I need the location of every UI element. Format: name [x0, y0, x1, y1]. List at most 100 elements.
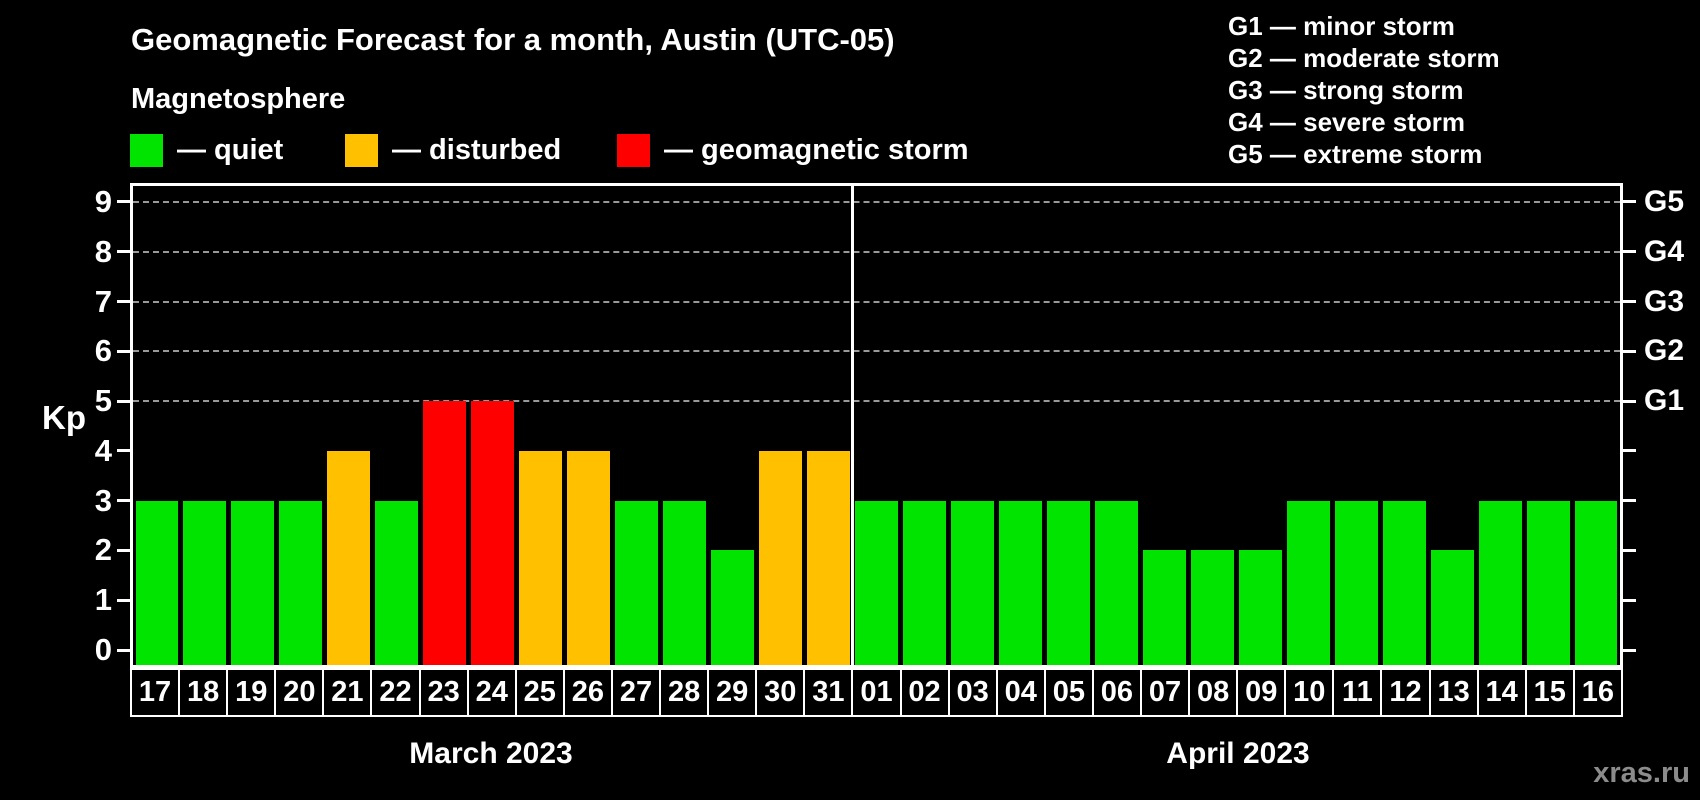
date-cell-april-14: 14 [1478, 668, 1527, 717]
y-axis-tick-right-7 [1623, 300, 1636, 304]
kp-bar-march-22 [375, 500, 419, 665]
y-axis-tick-left-7 [117, 300, 130, 304]
g-axis-label-G4: G4 [1644, 234, 1685, 268]
y-axis-label-9: 9 [94, 183, 112, 219]
date-cell-march-17: 17 [130, 668, 181, 717]
y-axis-tick-right-4 [1623, 449, 1636, 453]
y-axis-tick-left-5 [117, 399, 130, 403]
y-axis-tick-right-5 [1623, 399, 1636, 403]
kp-bar-april-07 [1142, 550, 1186, 665]
kp-bar-march-17 [135, 500, 179, 665]
kp-bar-april-02 [902, 500, 946, 665]
kp-bar-april-05 [1046, 500, 1090, 665]
g-scale-legend-line-4: G4 — severe storm [1228, 107, 1466, 137]
month-label-april: April 2023 [1166, 737, 1310, 770]
g-scale-legend-line-2: G2 — moderate storm [1228, 43, 1500, 73]
kp-bar-april-06 [1094, 500, 1138, 665]
y-axis-tick-right-9 [1623, 200, 1636, 204]
kp-bar-march-24 [471, 401, 515, 665]
kp-bar-april-04 [998, 500, 1042, 665]
g-axis-label-G2: G2 [1644, 334, 1685, 368]
g-scale-legend: G1 — minor storm G2 — moderate storm G3 — … [1228, 10, 1500, 170]
y-axis-tick-left-9 [117, 200, 130, 204]
y-axis-tick-left-0 [117, 648, 130, 652]
date-cell-march-26: 26 [564, 668, 613, 717]
y-axis-label-6: 6 [94, 333, 112, 369]
y-axis-tick-right-1 [1623, 598, 1636, 602]
date-cell-march-23: 23 [420, 668, 469, 717]
chart-title: Geomagnetic Forecast for a month, Austin… [131, 22, 895, 57]
y-axis-label-7: 7 [94, 283, 112, 319]
date-cell-april-12: 12 [1382, 668, 1431, 717]
y-axis-tick-left-3 [117, 499, 130, 503]
kp-bar-april-12 [1382, 500, 1426, 665]
y-axis-tick-left-6 [117, 349, 130, 353]
kp-bar-march-31 [807, 450, 850, 665]
kp-bar-april-01 [855, 500, 898, 665]
date-cell-april-13: 13 [1430, 668, 1479, 717]
y-axis-tick-right-0 [1623, 648, 1636, 652]
gridline-kp-5 [133, 400, 1620, 403]
legend-item-storm: — geomagnetic storm [617, 134, 969, 167]
month-separator-line [851, 186, 855, 665]
date-cell-march-29: 29 [709, 668, 758, 717]
gridline-kp-9 [133, 200, 1620, 203]
legend-label-quiet: — quiet [177, 134, 284, 166]
kp-bar-march-30 [759, 450, 803, 665]
legend-title: Magnetosphere [131, 83, 346, 115]
date-cell-march-20: 20 [276, 668, 325, 717]
plot-area [130, 183, 1623, 668]
kp-bar-april-15 [1526, 500, 1570, 665]
date-cell-april-09: 09 [1238, 668, 1287, 717]
legend-label-disturbed: — disturbed [392, 134, 562, 166]
y-axis-tick-right-8 [1623, 250, 1636, 254]
date-cell-april-07: 07 [1141, 668, 1191, 717]
date-row: 17 18 19 20 21 22 23 24 25 26 27 28 29 30 31 01 02 03 04 05… [130, 668, 1623, 717]
y-axis-label-8: 8 [94, 233, 112, 269]
kp-bar-april-08 [1190, 550, 1234, 665]
date-cell-april-06: 06 [1093, 668, 1142, 717]
kp-bar-march-20 [279, 500, 323, 665]
kp-bar-march-25 [519, 450, 563, 665]
legend-item-quiet: — quiet [130, 134, 283, 167]
legend-label-storm: — geomagnetic storm [664, 134, 969, 166]
kp-bar-march-23 [423, 401, 467, 665]
kp-bar-april-16 [1574, 500, 1618, 665]
legend-swatch-disturbed [345, 134, 378, 167]
date-cell-march-30: 30 [757, 668, 806, 717]
kp-bar-march-18 [183, 500, 227, 665]
kp-bar-march-28 [663, 500, 707, 665]
y-axis-label-4: 4 [94, 432, 112, 468]
y-axis-tick-right-3 [1623, 499, 1636, 503]
g-scale-legend-line-5: G5 — extreme storm [1228, 139, 1483, 169]
date-cell-march-31: 31 [805, 668, 854, 717]
kp-bar-march-26 [567, 450, 611, 665]
y-axis-tick-left-4 [117, 449, 130, 453]
g-axis-label-G1: G1 [1644, 384, 1685, 418]
date-cell-april-03: 03 [949, 668, 998, 717]
date-cell-april-11: 11 [1334, 668, 1383, 717]
date-cell-march-24: 24 [468, 668, 517, 717]
kp-bar-march-27 [615, 500, 659, 665]
kp-bar-march-19 [231, 500, 275, 665]
y-axis-label-0: 0 [94, 632, 112, 667]
y-axis-tick-right-6 [1623, 349, 1636, 353]
y-axis-tick-left-8 [117, 250, 130, 254]
y-axis-label-1: 1 [94, 582, 112, 618]
y-axis-label-5: 5 [94, 383, 112, 419]
kp-bar-april-13 [1430, 550, 1474, 665]
kp-bar-march-29 [711, 550, 755, 665]
gridline-kp-6 [133, 350, 1620, 353]
kp-bar-april-09 [1238, 550, 1282, 665]
date-cell-april-04: 04 [997, 668, 1046, 717]
gridline-kp-8 [133, 250, 1620, 253]
kp-bar-march-21 [327, 450, 371, 665]
kp-bar-april-11 [1334, 500, 1378, 665]
kp-bar-april-03 [950, 500, 994, 665]
g-axis-label-G3: G3 [1644, 284, 1685, 318]
g-axis-label-G5: G5 [1644, 184, 1685, 218]
date-cell-april-16: 16 [1574, 668, 1623, 717]
watermark: xras.ru [1593, 757, 1690, 789]
y-axis-label-3: 3 [94, 482, 112, 518]
